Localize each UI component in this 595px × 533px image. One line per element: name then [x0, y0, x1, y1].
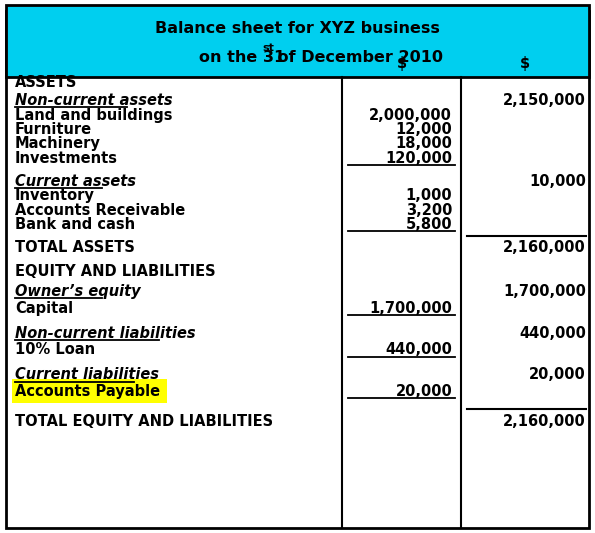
Text: 440,000: 440,000: [519, 326, 586, 341]
Text: st: st: [262, 43, 274, 53]
Text: Machinery: Machinery: [15, 136, 101, 151]
Text: Current liabilities: Current liabilities: [15, 367, 159, 382]
Text: 5,800: 5,800: [406, 217, 452, 232]
Text: 1,000: 1,000: [406, 188, 452, 203]
Text: 1,700,000: 1,700,000: [369, 301, 452, 316]
Text: 18,000: 18,000: [395, 136, 452, 151]
Text: Accounts Receivable: Accounts Receivable: [15, 203, 185, 217]
Text: 2,160,000: 2,160,000: [503, 240, 586, 255]
Text: TOTAL ASSETS: TOTAL ASSETS: [15, 240, 134, 255]
Text: Inventory: Inventory: [15, 188, 95, 203]
Text: Current assets: Current assets: [15, 174, 136, 189]
Text: Bank and cash: Bank and cash: [15, 217, 135, 232]
Text: Accounts Payable: Accounts Payable: [15, 384, 160, 399]
Text: Balance sheet for XYZ business: Balance sheet for XYZ business: [155, 21, 440, 36]
Text: on the 31st of December 2010: on the 31st of December 2010: [0, 532, 1, 533]
Text: 2,000,000: 2,000,000: [369, 108, 452, 123]
Text: 2,160,000: 2,160,000: [503, 414, 586, 429]
Text: 12,000: 12,000: [396, 122, 452, 137]
Text: $: $: [520, 56, 530, 71]
Text: 10,000: 10,000: [529, 174, 586, 189]
Text: 20,000: 20,000: [530, 367, 586, 382]
Text: 2,150,000: 2,150,000: [503, 93, 586, 108]
Text: Non-current liabilities: Non-current liabilities: [15, 326, 196, 341]
Text: Capital: Capital: [15, 301, 73, 316]
Text: Non-current assets: Non-current assets: [15, 93, 173, 108]
Text: ASSETS: ASSETS: [15, 75, 77, 90]
Text: Owner’s equity: Owner’s equity: [15, 284, 140, 299]
Text: of December 2010: of December 2010: [271, 50, 443, 64]
Bar: [6, 5, 589, 77]
Text: 3,200: 3,200: [406, 203, 452, 217]
Text: Land and buildings: Land and buildings: [15, 108, 173, 123]
Text: $: $: [396, 56, 407, 71]
Text: Investments: Investments: [15, 151, 118, 166]
Text: Furniture: Furniture: [15, 122, 92, 137]
Text: on the 31: on the 31: [199, 50, 286, 64]
Text: 10% Loan: 10% Loan: [15, 342, 95, 357]
Text: TOTAL EQUITY AND LIABILITIES: TOTAL EQUITY AND LIABILITIES: [15, 414, 273, 429]
Bar: [12, 379, 167, 403]
Text: 120,000: 120,000: [385, 151, 452, 166]
Text: EQUITY AND LIABILITIES: EQUITY AND LIABILITIES: [15, 264, 215, 279]
Text: 440,000: 440,000: [386, 342, 452, 357]
Text: 1,700,000: 1,700,000: [503, 284, 586, 299]
Text: 20,000: 20,000: [396, 384, 452, 399]
